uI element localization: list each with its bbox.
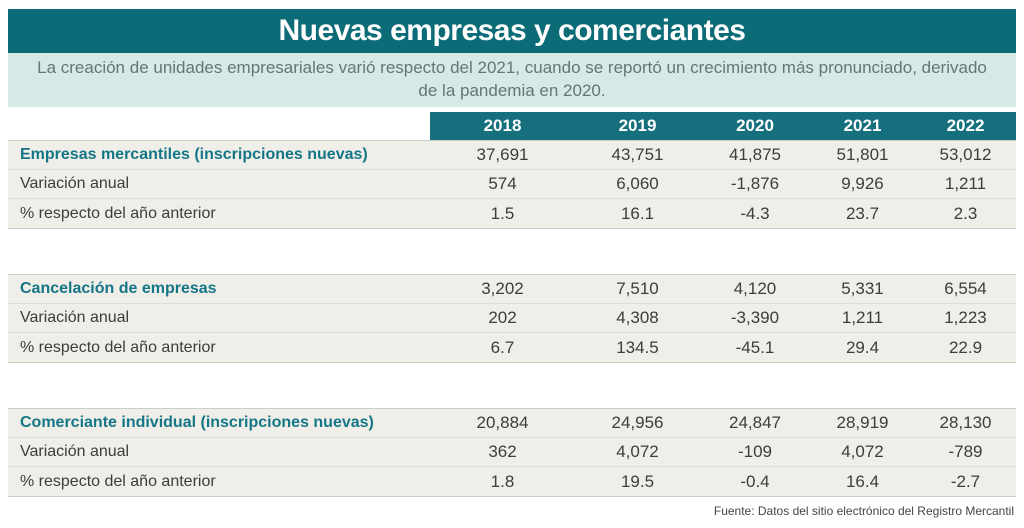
cell-value: 574 <box>488 174 517 193</box>
section-comerciante-individual: Comerciante individual (inscripciones nu… <box>8 408 1016 497</box>
cell-value: 28,130 <box>939 413 992 432</box>
cell-value: 16.1 <box>620 203 655 223</box>
table-row: % respecto del año anterior 1.8 19.5 -0.… <box>8 467 1016 496</box>
year-header-2018: 2018 <box>430 112 575 140</box>
page-title: Nuevas empresas y comerciantes <box>278 14 746 47</box>
cell-value: 20,884 <box>476 413 529 432</box>
table-row: % respecto del año anterior 1.5 16.1 -4.… <box>8 199 1016 228</box>
cell-value: -3,390 <box>730 308 780 327</box>
table-row: % respecto del año anterior 6.7 134.5 -4… <box>8 333 1016 362</box>
cell-value: 9,926 <box>841 174 884 193</box>
table-row: Variación anual 574 6,060 -1,876 9,926 1… <box>8 170 1016 199</box>
row-label: % respecto del año anterior <box>20 338 216 356</box>
section-empresas-mercantiles: Empresas mercantiles (inscripciones nuev… <box>8 140 1016 229</box>
source-note: Fuente: Datos del sitio electrónico del … <box>713 504 1014 518</box>
cell-value: 53,012 <box>939 145 992 164</box>
row-label: Variación anual <box>20 309 130 326</box>
section-cancelacion-empresas: Cancelación de empresas 3,202 7,510 4,12… <box>8 274 1016 363</box>
cell-value: -109 <box>737 442 773 461</box>
cell-value: 1,211 <box>841 308 884 327</box>
cell-value: 3,202 <box>481 279 524 298</box>
cell-value: -0.4 <box>740 471 770 491</box>
cell-value: 41,875 <box>729 145 781 164</box>
cell-value: 2.3 <box>953 203 978 223</box>
cell-value: 22.9 <box>948 337 983 357</box>
cell-value: 362 <box>488 442 517 461</box>
cell-value: 1.8 <box>490 471 515 491</box>
table-row: Cancelación de empresas 3,202 7,510 4,12… <box>8 275 1016 304</box>
table-row: Variación anual 362 4,072 -109 4,072 -78… <box>8 438 1016 467</box>
cell-value: 24,956 <box>611 413 664 432</box>
subtitle: La creación de unidades empresariales va… <box>37 58 987 100</box>
cell-value: 202 <box>488 308 517 327</box>
cell-value: -2.7 <box>950 471 981 491</box>
cell-value: 4,072 <box>841 442 884 461</box>
cell-value: 7,510 <box>616 279 659 298</box>
cell-value: 1.5 <box>490 203 515 223</box>
cell-value: 6,060 <box>616 174 659 193</box>
cell-value: 51,801 <box>836 145 889 164</box>
section-title: Cancelación de empresas <box>20 280 217 297</box>
cell-value: 6,554 <box>944 279 987 298</box>
cell-value: -1,876 <box>730 174 780 193</box>
cell-value: 1,223 <box>944 308 987 327</box>
row-label: % respecto del año anterior <box>20 472 216 490</box>
year-header-2022: 2022 <box>915 112 1016 140</box>
section-title: Empresas mercantiles (inscripciones nuev… <box>20 146 368 163</box>
year-header-2020: 2020 <box>700 112 810 140</box>
cell-value: 37,691 <box>476 145 529 164</box>
subtitle-band: La creación de unidades empresariales va… <box>8 53 1016 107</box>
cell-value: -4.3 <box>740 203 770 223</box>
row-label: % respecto del año anterior <box>20 204 216 222</box>
cell-value: 28,919 <box>836 413 889 432</box>
cell-value: 6.7 <box>490 337 515 357</box>
row-label: Variación anual <box>20 443 130 460</box>
row-label: Variación anual <box>20 175 130 192</box>
cell-value: 29.4 <box>845 337 880 357</box>
cell-value: 43,751 <box>611 145 664 164</box>
cell-value: -45.1 <box>735 337 775 357</box>
cell-value: 134.5 <box>616 337 659 357</box>
section-title: Comerciante individual (inscripciones nu… <box>20 414 374 431</box>
cell-value: 4,120 <box>733 279 777 298</box>
cell-value: 16.4 <box>845 471 880 491</box>
cell-value: 4,308 <box>616 308 659 327</box>
cell-value: -789 <box>948 442 983 461</box>
year-header-row: 2018 2019 2020 2021 2022 <box>8 112 1016 140</box>
title-bar: Nuevas empresas y comerciantes <box>8 9 1016 53</box>
header-spacer <box>8 112 430 140</box>
cell-value: 19.5 <box>620 471 655 491</box>
cell-value: 1,211 <box>944 174 987 193</box>
cell-value: 23.7 <box>845 203 880 223</box>
year-header-2019: 2019 <box>575 112 700 140</box>
cell-value: 5,331 <box>841 279 884 298</box>
table-row: Comerciante individual (inscripciones nu… <box>8 409 1016 438</box>
table-row: Empresas mercantiles (inscripciones nuev… <box>8 141 1016 170</box>
cell-value: 4,072 <box>616 442 659 461</box>
table-row: Variación anual 202 4,308 -3,390 1,211 1… <box>8 304 1016 333</box>
cell-value: 24,847 <box>729 413 781 432</box>
year-header-2021: 2021 <box>810 112 915 140</box>
